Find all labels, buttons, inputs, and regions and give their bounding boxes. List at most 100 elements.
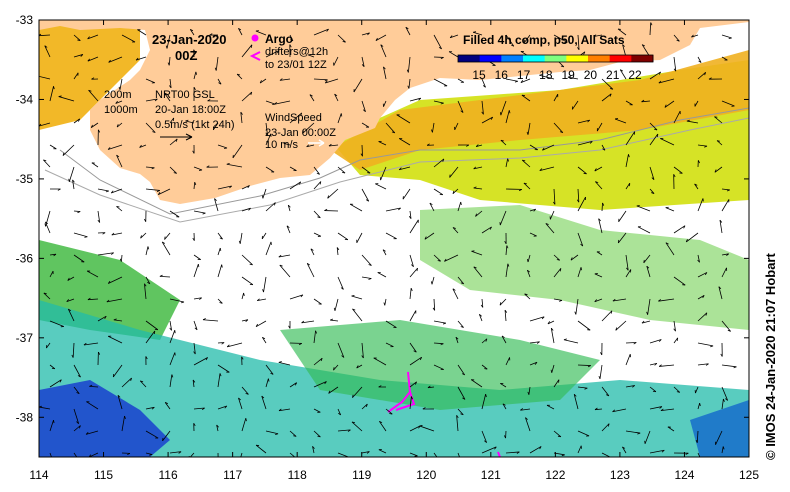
current-vector [83, 342, 99, 346]
current-vector [265, 50, 280, 58]
current-vector [625, 182, 631, 190]
current-vector [479, 314, 483, 322]
current-vector-head [726, 253, 729, 257]
current-vector-head [202, 212, 206, 215]
current-vector [257, 298, 267, 302]
current-vector [457, 452, 460, 457]
current-vector [448, 51, 459, 58]
current-vector [88, 452, 99, 457]
lat-tick-label: -37 [16, 331, 34, 345]
wind-date: 23-Jan 00:00Z [265, 127, 336, 139]
current-vector [721, 253, 729, 256]
plot-frame [38, 19, 750, 458]
colorbar-segment [544, 55, 567, 62]
lon-tick-label: 116 [159, 468, 178, 482]
current-vector [649, 188, 655, 194]
lon-tick-label: 117 [223, 468, 242, 482]
current-vector [528, 386, 531, 395]
current-vector [409, 425, 421, 432]
current-vector [217, 364, 230, 373]
current-vector [265, 430, 279, 435]
colorbar-tick-label: 22 [628, 68, 642, 82]
current-vector-head [301, 320, 305, 324]
current-vector [86, 270, 99, 278]
current-vector [481, 116, 493, 124]
current-vector [337, 113, 342, 124]
current-vector [481, 394, 487, 410]
current-vector [697, 363, 709, 366]
lat-tick-label: -35 [16, 172, 34, 186]
current-vector [455, 337, 459, 344]
current-vector-head [221, 264, 223, 268]
current-vector [337, 276, 344, 290]
current-vector [539, 74, 555, 80]
current-vector-head [312, 446, 315, 449]
current-vector-head [330, 318, 334, 321]
current-vector [193, 166, 203, 171]
current-vector-head [115, 100, 118, 104]
current-vector [58, 96, 75, 102]
current-vector-head [459, 459, 461, 461]
current-vector [145, 122, 156, 133]
current-vector-head [523, 182, 527, 185]
current-vector [163, 92, 171, 102]
current-vector [169, 320, 172, 331]
current-vector [49, 320, 64, 327]
current-vector-head [449, 35, 453, 39]
colorbar-tick-label: 18 [539, 68, 553, 82]
current-vector-head [116, 124, 119, 128]
lon-tick-label: 114 [29, 468, 48, 482]
current-vector-head [44, 223, 46, 227]
current-vector [646, 265, 651, 278]
current-vector [361, 342, 364, 359]
current-vector [97, 252, 114, 256]
current-vector-head [324, 208, 328, 211]
colorbar-segment [501, 55, 524, 62]
colorbar-segment [458, 55, 481, 62]
current-vector-head [641, 99, 645, 103]
current-vector [164, 402, 171, 410]
current-vector [73, 210, 81, 212]
current-vector [116, 122, 123, 128]
current-vector [313, 298, 322, 305]
current-vector [379, 421, 387, 432]
current-vector [673, 225, 686, 234]
current-vector [313, 28, 329, 36]
current-vector [265, 241, 272, 256]
current-vector-head [416, 268, 418, 272]
current-vector [169, 166, 177, 174]
current-vector [643, 254, 651, 264]
current-vector [470, 379, 483, 388]
current-vector-head [79, 425, 81, 429]
current-vector-head [256, 298, 260, 301]
current-vector [88, 90, 99, 102]
current-vector [409, 356, 422, 366]
current-vector [601, 452, 611, 457]
current-vector-head [479, 314, 482, 317]
current-vector [673, 56, 677, 72]
current-vector-head [516, 451, 520, 454]
current-vector [306, 144, 315, 148]
current-vector-head [361, 64, 365, 67]
wind-scale-arrow-icon [308, 139, 325, 147]
current-vector-head [719, 219, 723, 223]
current-vector [622, 446, 627, 454]
current-vector [361, 100, 366, 112]
current-vector [577, 320, 591, 331]
current-vector-head [460, 282, 464, 285]
current-vector [625, 100, 633, 106]
current-vector-head [193, 423, 196, 427]
current-vector [238, 28, 243, 36]
current-vector [241, 319, 249, 322]
current-vector [85, 430, 99, 435]
current-vector-head [135, 57, 139, 61]
current-vector-head [504, 241, 507, 245]
current-vector-head [194, 182, 197, 186]
current-vector-head [147, 281, 151, 285]
current-vector-head [594, 299, 597, 303]
current-vector-head [461, 373, 465, 376]
current-vector-head [53, 253, 57, 257]
current-vector [551, 364, 555, 373]
current-vector [43, 159, 51, 168]
